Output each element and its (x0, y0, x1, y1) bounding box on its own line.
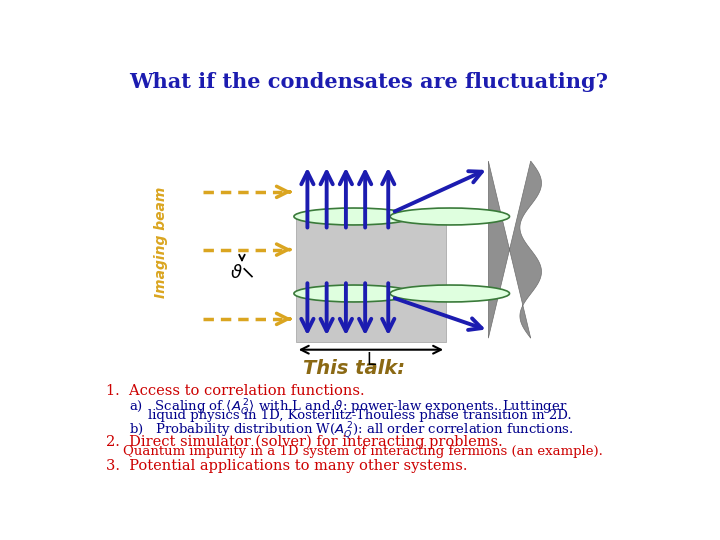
Ellipse shape (294, 285, 413, 302)
Text: 2.  Direct simulator (solver) for interacting problems.: 2. Direct simulator (solver) for interac… (106, 434, 503, 449)
Text: This talk:: This talk: (302, 360, 405, 379)
Ellipse shape (390, 285, 510, 302)
Ellipse shape (390, 208, 510, 225)
Polygon shape (488, 161, 541, 338)
Text: 3.  Potential applications to many other systems.: 3. Potential applications to many other … (106, 459, 467, 473)
Text: liquid physics in 1D, Kosterlitz-Thouless phase transition in 2D.: liquid physics in 1D, Kosterlitz-Thoules… (148, 409, 572, 422)
Text: What if the condensates are fluctuating?: What if the condensates are fluctuating? (130, 72, 608, 92)
Text: Quantum impurity in a 1D system of interacting fermions (an example).: Quantum impurity in a 1D system of inter… (122, 445, 603, 458)
Text: b)   Probability distribution W($A_Q^{\,2}$): all order correlation functions.: b) Probability distribution W($A_Q^{\,2}… (129, 421, 573, 441)
Bar (296, 215, 446, 342)
Ellipse shape (294, 208, 413, 225)
Text: $\vartheta$: $\vartheta$ (230, 264, 243, 282)
Text: L: L (366, 352, 376, 369)
Text: a)   Scaling of $\langle A_Q^{\,2} \rangle$ with L and $\vartheta$: power-law ex: a) Scaling of $\langle A_Q^{\,2} \rangle… (129, 397, 567, 418)
Text: 1.  Access to correlation functions.: 1. Access to correlation functions. (106, 384, 364, 399)
Text: Imaging beam: Imaging beam (154, 186, 168, 298)
